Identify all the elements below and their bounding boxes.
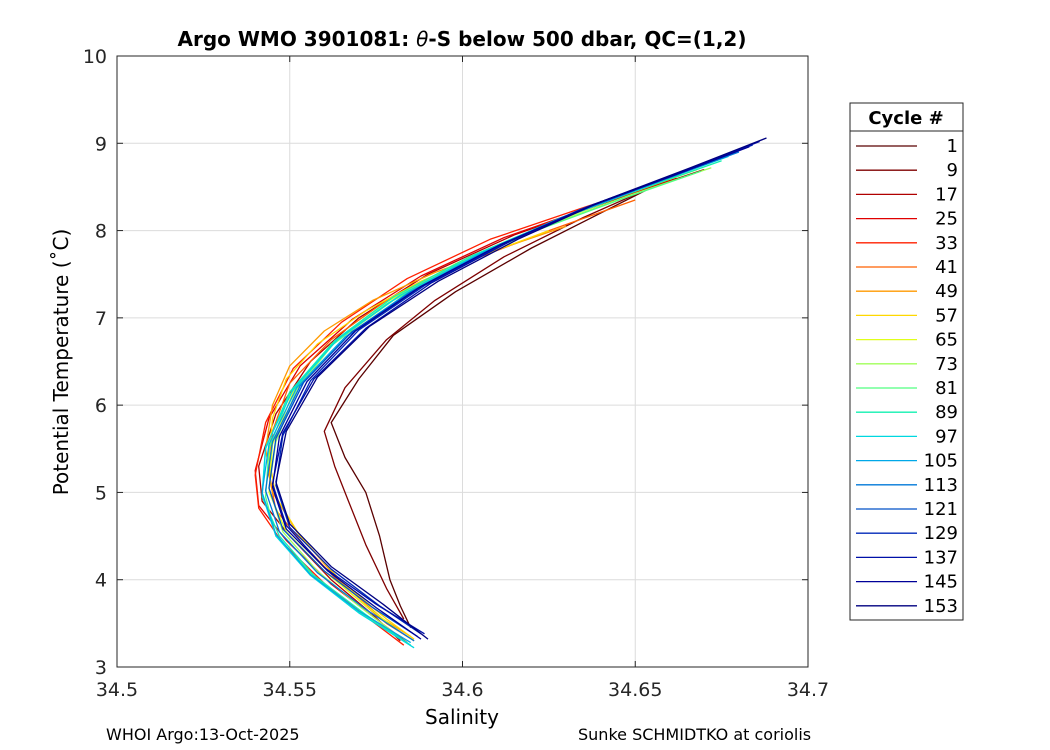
series-line-1 [330,155,722,628]
legend-label-41: 41 [935,257,958,278]
legend-label-145: 145 [924,572,958,593]
series-line-9 [323,168,705,620]
series-line-33 [254,181,660,646]
x-tick-label: 34.55 [263,679,317,701]
legend-label-57: 57 [935,305,958,326]
y-tick-label: 4 [95,570,107,592]
series-group [254,137,767,649]
series-line-153 [275,137,767,640]
legend-label-129: 129 [924,523,958,544]
series-line-129 [275,144,753,635]
x-tick-label: 34.7 [787,679,829,701]
x-tick-label: 34.5 [96,679,138,701]
x-tick-label: 34.65 [608,679,662,701]
x-axis-label: Salinity [425,705,499,729]
footer-credit: Sunke SCHMIDTKO at coriolis [578,725,812,744]
legend-label-33: 33 [935,233,958,254]
series-line-105 [261,153,733,644]
series-line-145 [271,146,750,640]
axis-ticks: 34.5 34.55 34.6 34.65 34.7 3 4 5 6 7 8 9 10 [83,46,829,701]
chart-title: Argo WMO 3901081: θ-S below 500 dbar, QC… [178,27,747,51]
legend-label-49: 49 [935,281,958,302]
y-tick-label: 8 [95,221,107,243]
y-tick-label: 7 [95,308,107,330]
chart-title-suffix: -S below 500 dbar, QC=(1,2) [428,27,746,51]
legend-label-89: 89 [935,402,958,423]
chart-title-theta: θ [416,27,428,51]
legend-label-137: 137 [924,547,958,568]
legend: Cycle # 1 9 17 25 33 41 49 57 65 73 81 89 97 105 113 12… [849,102,964,621]
y-tick-label: 6 [95,395,107,417]
legend-label-17: 17 [935,184,958,205]
legend-label-25: 25 [935,209,958,230]
y-tick-label: 10 [83,46,107,68]
legend-label-97: 97 [935,426,958,447]
y-tick-label: 5 [95,482,107,504]
legend-label-153: 153 [924,596,958,617]
series-line-113 [264,151,740,642]
series-line-49 [264,225,567,638]
legend-label-105: 105 [924,451,958,472]
series-line-17 [258,177,677,642]
series-line-121 [268,147,747,638]
footer-source: WHOI Argo:13-Oct-2025 [106,725,300,744]
legend-title: Cycle # [868,108,943,129]
legend-label-113: 113 [924,475,958,496]
legend-label-9: 9 [947,160,958,181]
legend-items: 1 9 17 25 33 41 49 57 65 73 81 89 97 105 113 121 129 137 1… [856,136,958,617]
grid [117,56,808,667]
legend-label-65: 65 [935,330,958,351]
series-line-25 [254,179,671,644]
series-line-65 [268,168,698,633]
series-line-73 [268,167,712,633]
y-tick-label: 9 [95,133,107,155]
legend-label-121: 121 [924,499,958,520]
x-tick-label: 34.6 [441,679,483,701]
legend-label-81: 81 [935,378,958,399]
y-tick-label: 3 [95,657,107,679]
legend-label-1: 1 [947,136,958,157]
chart-title-prefix: Argo WMO 3901081: [178,27,417,51]
legend-label-73: 73 [935,354,958,375]
y-axis-label: Potential Temperature (˚C) [49,229,73,496]
